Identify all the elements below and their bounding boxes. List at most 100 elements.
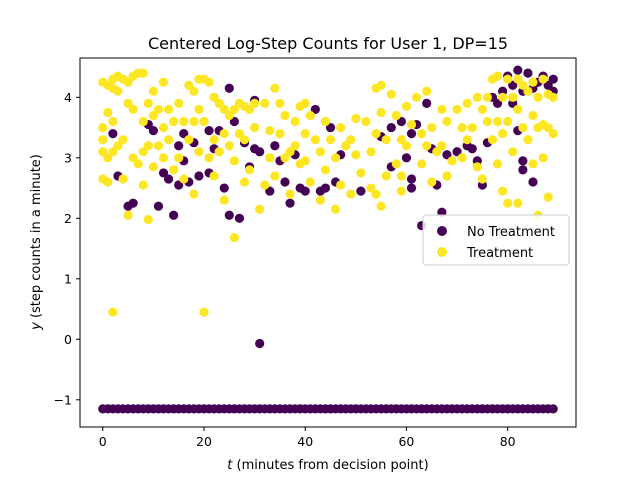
data-point-treatment: [290, 116, 300, 127]
data-point-treatment: [138, 116, 148, 127]
data-point-treatment: [229, 156, 239, 166]
data-point-no-treatment: [508, 80, 518, 90]
data-point-no-treatment: [174, 141, 184, 151]
data-point-treatment: [417, 159, 427, 169]
data-point-treatment: [427, 177, 437, 187]
data-point-treatment: [543, 122, 553, 133]
data-point-treatment: [336, 122, 346, 133]
data-point-no-treatment: [204, 125, 214, 136]
data-point-no-treatment: [401, 153, 412, 163]
data-point-treatment: [498, 92, 508, 102]
data-point-treatment: [209, 171, 219, 181]
data-point-treatment: [341, 141, 351, 151]
y-tick-label: 1: [64, 271, 72, 286]
data-point-no-treatment: [325, 122, 336, 133]
data-point-treatment: [447, 156, 457, 166]
data-point-treatment: [498, 129, 508, 139]
data-point-treatment: [351, 150, 361, 160]
data-point-no-treatment: [194, 171, 204, 181]
data-point-treatment: [118, 135, 128, 145]
data-point-no-treatment: [158, 168, 169, 178]
data-point-treatment: [498, 186, 508, 196]
data-point-treatment: [523, 135, 533, 145]
data-point-treatment: [138, 147, 148, 157]
data-point-treatment: [108, 116, 118, 127]
data-point-treatment: [138, 68, 148, 78]
data-point-treatment: [290, 141, 300, 151]
data-point-treatment: [123, 210, 133, 220]
data-point-treatment: [98, 122, 108, 133]
legend-label-treatment: Treatment: [466, 246, 533, 261]
data-point-treatment: [411, 92, 422, 102]
data-point-no-treatment: [528, 177, 538, 187]
data-point-treatment: [366, 147, 376, 157]
data-point-treatment: [391, 159, 401, 169]
chart-title: Centered Log-Step Counts for User 1, DP=…: [148, 34, 508, 53]
data-point-treatment: [214, 98, 224, 108]
x-tick-label: 0: [99, 434, 107, 449]
data-point-treatment: [462, 135, 472, 145]
data-point-no-treatment: [300, 186, 310, 196]
data-point-treatment: [351, 113, 361, 124]
data-point-no-treatment: [513, 65, 523, 75]
data-point-treatment: [477, 174, 487, 184]
data-point-no-treatment-baseline: [548, 404, 558, 414]
data-point-treatment: [280, 153, 290, 163]
data-point-treatment: [432, 147, 442, 157]
data-point-treatment: [386, 89, 396, 99]
data-point-treatment: [103, 153, 113, 163]
data-point-treatment: [270, 83, 280, 93]
data-point-treatment: [285, 189, 295, 199]
data-point-treatment: [199, 307, 209, 317]
data-point-no-treatment: [229, 116, 239, 127]
data-point-treatment: [401, 141, 412, 151]
data-point-treatment: [113, 141, 123, 151]
data-point-treatment: [492, 116, 503, 127]
data-point-treatment: [163, 135, 174, 145]
data-point-treatment: [528, 110, 538, 121]
data-point-no-treatment: [518, 156, 528, 166]
data-point-treatment: [229, 233, 239, 243]
data-point-treatment: [457, 122, 467, 133]
data-point-treatment: [179, 116, 189, 127]
data-point-treatment: [437, 141, 447, 151]
data-point-treatment: [280, 110, 290, 121]
data-point-treatment: [189, 189, 199, 199]
data-point-treatment: [548, 92, 558, 102]
data-point-no-treatment: [386, 122, 396, 133]
data-point-treatment: [503, 198, 513, 208]
data-point-treatment: [518, 80, 528, 90]
y-tick-label: 4: [64, 90, 72, 105]
data-point-no-treatment: [442, 150, 452, 160]
data-point-no-treatment: [108, 129, 118, 139]
y-axis-label-text: (step counts in a minute): [29, 154, 44, 322]
data-point-treatment: [229, 104, 239, 115]
data-point-no-treatment: [255, 338, 265, 349]
data-point-treatment: [255, 204, 265, 214]
data-point-no-treatment: [224, 210, 234, 220]
data-point-treatment: [427, 122, 437, 133]
x-tick-label: 40: [297, 434, 313, 449]
data-point-no-treatment: [179, 129, 189, 139]
data-point-treatment: [98, 147, 108, 157]
y-tick-label: 3: [64, 150, 72, 165]
data-point-treatment: [305, 110, 315, 121]
data-point-treatment: [265, 125, 275, 136]
x-axis: 0 20 40 60 80: [99, 427, 516, 449]
data-point-treatment: [189, 86, 199, 96]
data-point-treatment: [467, 122, 477, 133]
data-point-treatment: [244, 165, 255, 175]
data-point-treatment: [396, 186, 406, 196]
data-point-treatment: [361, 116, 371, 127]
data-point-treatment: [396, 135, 406, 145]
data-point-no-treatment: [396, 116, 406, 127]
data-point-treatment: [508, 147, 518, 157]
data-point-treatment: [381, 135, 391, 145]
data-point-treatment: [508, 92, 518, 102]
data-point-treatment: [204, 77, 214, 87]
data-point-treatment: [472, 162, 482, 172]
data-point-treatment: [163, 104, 174, 115]
data-point-treatment: [356, 168, 366, 178]
data-point-treatment: [523, 86, 533, 96]
data-point-no-treatment: [548, 74, 558, 84]
